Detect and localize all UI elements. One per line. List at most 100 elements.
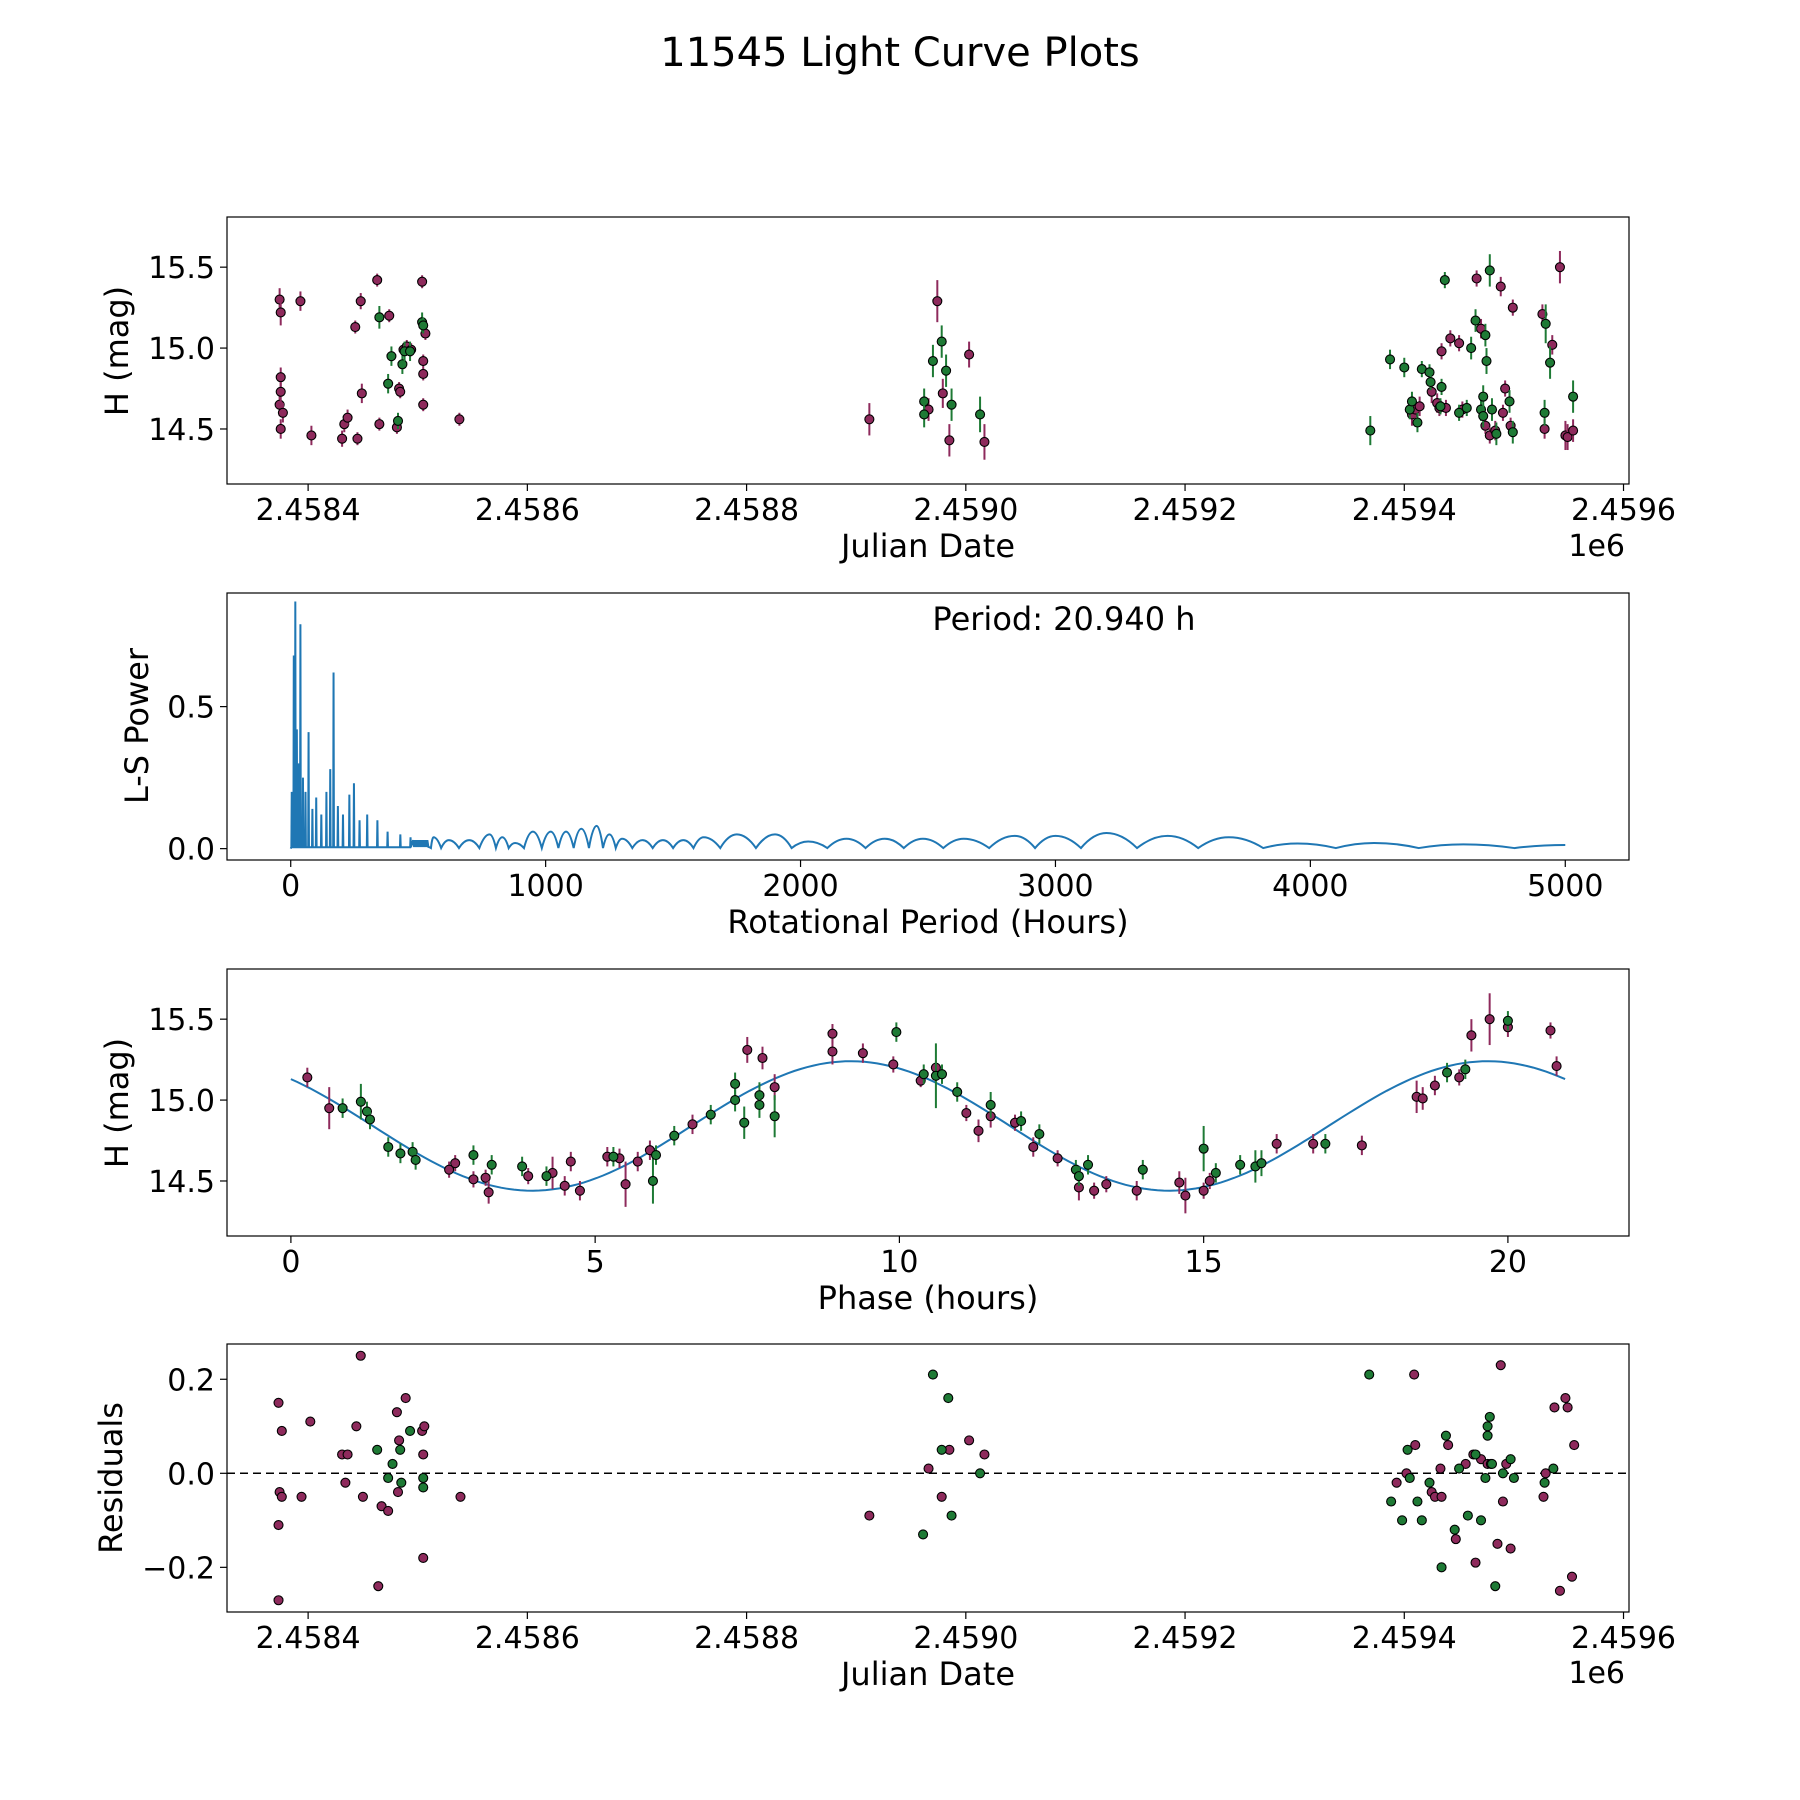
data-point-green [1435, 401, 1446, 412]
x-tick-label: 2.4592 [1133, 493, 1238, 528]
x-tick-label: 5 [586, 1245, 605, 1280]
data-point-green [418, 1472, 429, 1484]
data-point-purple [1471, 273, 1482, 284]
data-point-green [1412, 417, 1423, 428]
period-annotation: Period: 20.940 h [932, 600, 1195, 638]
data-point-green [1539, 1477, 1550, 1488]
data-point-purple [1450, 1534, 1461, 1545]
data-point-green [1440, 1430, 1451, 1441]
data-point-purple [559, 1180, 570, 1191]
data-point-purple [1539, 423, 1550, 435]
data-point-purple [1545, 1025, 1556, 1036]
data-point-green [1439, 275, 1450, 286]
data-point-purple [351, 1421, 362, 1432]
data-point-green [1454, 407, 1465, 418]
data-point-green [1416, 1515, 1427, 1526]
data-point-purple [480, 1172, 491, 1183]
data-point-green [1484, 265, 1495, 276]
x-tick-label: 0 [281, 1245, 300, 1280]
data-point-green [936, 1444, 947, 1455]
data-point-purple [1131, 1185, 1142, 1196]
data-point-green [1482, 1430, 1493, 1441]
data-point-purple [1180, 1190, 1191, 1201]
data-point-green [383, 1141, 394, 1153]
data-point-green [383, 1472, 394, 1484]
data-point-purple [742, 1044, 753, 1055]
data-point-green [1397, 1515, 1408, 1526]
data-point-green [1480, 1472, 1491, 1484]
data-point-purple [418, 399, 429, 410]
light-curve-x-label: Julian Date [839, 527, 1015, 565]
periodogram-axes-frame [226, 592, 1630, 861]
data-point-purple [620, 1179, 631, 1190]
data-point-purple [827, 1028, 838, 1039]
data-point-green [1478, 410, 1489, 422]
x-tick-label: 4000 [1272, 869, 1348, 904]
residuals-axes-frame [226, 1343, 1630, 1613]
x-tick-label: 0 [281, 869, 300, 904]
data-point-purple [937, 388, 948, 399]
data-point-green [936, 336, 947, 347]
data-point-purple [418, 1552, 429, 1563]
data-point-green [946, 1510, 957, 1521]
data-point-purple [1554, 262, 1565, 273]
data-point-purple [523, 1171, 534, 1182]
data-point-purple [1560, 1393, 1571, 1404]
data-point-purple [342, 412, 353, 423]
data-point-purple [275, 372, 286, 383]
data-point-green [1365, 425, 1376, 436]
data-point-purple [356, 388, 367, 399]
data-point-green [1461, 402, 1472, 413]
x-tick-label: 2.4594 [1352, 1621, 1457, 1656]
data-point-purple [417, 276, 428, 287]
data-point-green [1484, 1411, 1495, 1422]
y-tick-label: 15.0 [148, 332, 215, 367]
data-point-purple [1089, 1185, 1100, 1196]
data-point-green [395, 1148, 406, 1159]
data-point-green [383, 378, 394, 389]
data-point-purple [827, 1046, 838, 1057]
data-point-purple [395, 386, 406, 397]
residuals-y-ticks: −0.2 0.0 0.2 [142, 1363, 227, 1586]
data-point-green [608, 1151, 619, 1162]
data-point-green [891, 1027, 902, 1038]
data-point-purple [1198, 1185, 1209, 1196]
y-tick-label: 0.5 [167, 691, 215, 726]
data-point-green [1425, 377, 1436, 388]
data-point-purple [483, 1187, 494, 1198]
data-point-purple [1356, 1140, 1367, 1151]
data-point-green [396, 1477, 407, 1488]
data-point-purple [391, 1407, 402, 1418]
data-point-green [372, 1444, 383, 1455]
data-point-purple [687, 1119, 698, 1130]
data-point-purple [355, 296, 366, 307]
x-tick-label: 20 [1489, 1245, 1527, 1280]
data-point-purple [757, 1052, 768, 1064]
data-point-purple [450, 1158, 461, 1169]
data-point-purple [1495, 1360, 1506, 1371]
data-point-purple [1429, 1080, 1440, 1091]
data-point-green [1482, 1421, 1493, 1432]
x-tick-label: 2000 [762, 869, 838, 904]
data-point-green [1568, 391, 1579, 402]
data-point-green [1399, 362, 1410, 373]
data-point-purple [305, 1416, 316, 1427]
data-point-green [1424, 1477, 1435, 1488]
periodogram-y-ticks: 0.0 0.5 [167, 691, 227, 868]
data-point-green [337, 1103, 348, 1114]
data-point-purple [864, 414, 875, 425]
data-point-green [1539, 407, 1550, 418]
data-point-purple [274, 294, 285, 305]
data-point-purple [392, 1487, 404, 1498]
data-point-green [1386, 1496, 1397, 1507]
data-point-purple [273, 1595, 284, 1606]
data-point-purple [923, 1463, 934, 1474]
data-point-green [927, 355, 938, 367]
data-point-green [1540, 318, 1551, 329]
data-point-purple [1495, 281, 1506, 292]
x-tick-label: 2.4596 [1571, 493, 1676, 528]
data-point-purple [1470, 1557, 1481, 1568]
y-tick-label: 14.5 [148, 1165, 215, 1200]
data-point-green [1505, 1454, 1516, 1465]
x-tick-label: 15 [1185, 1245, 1223, 1280]
